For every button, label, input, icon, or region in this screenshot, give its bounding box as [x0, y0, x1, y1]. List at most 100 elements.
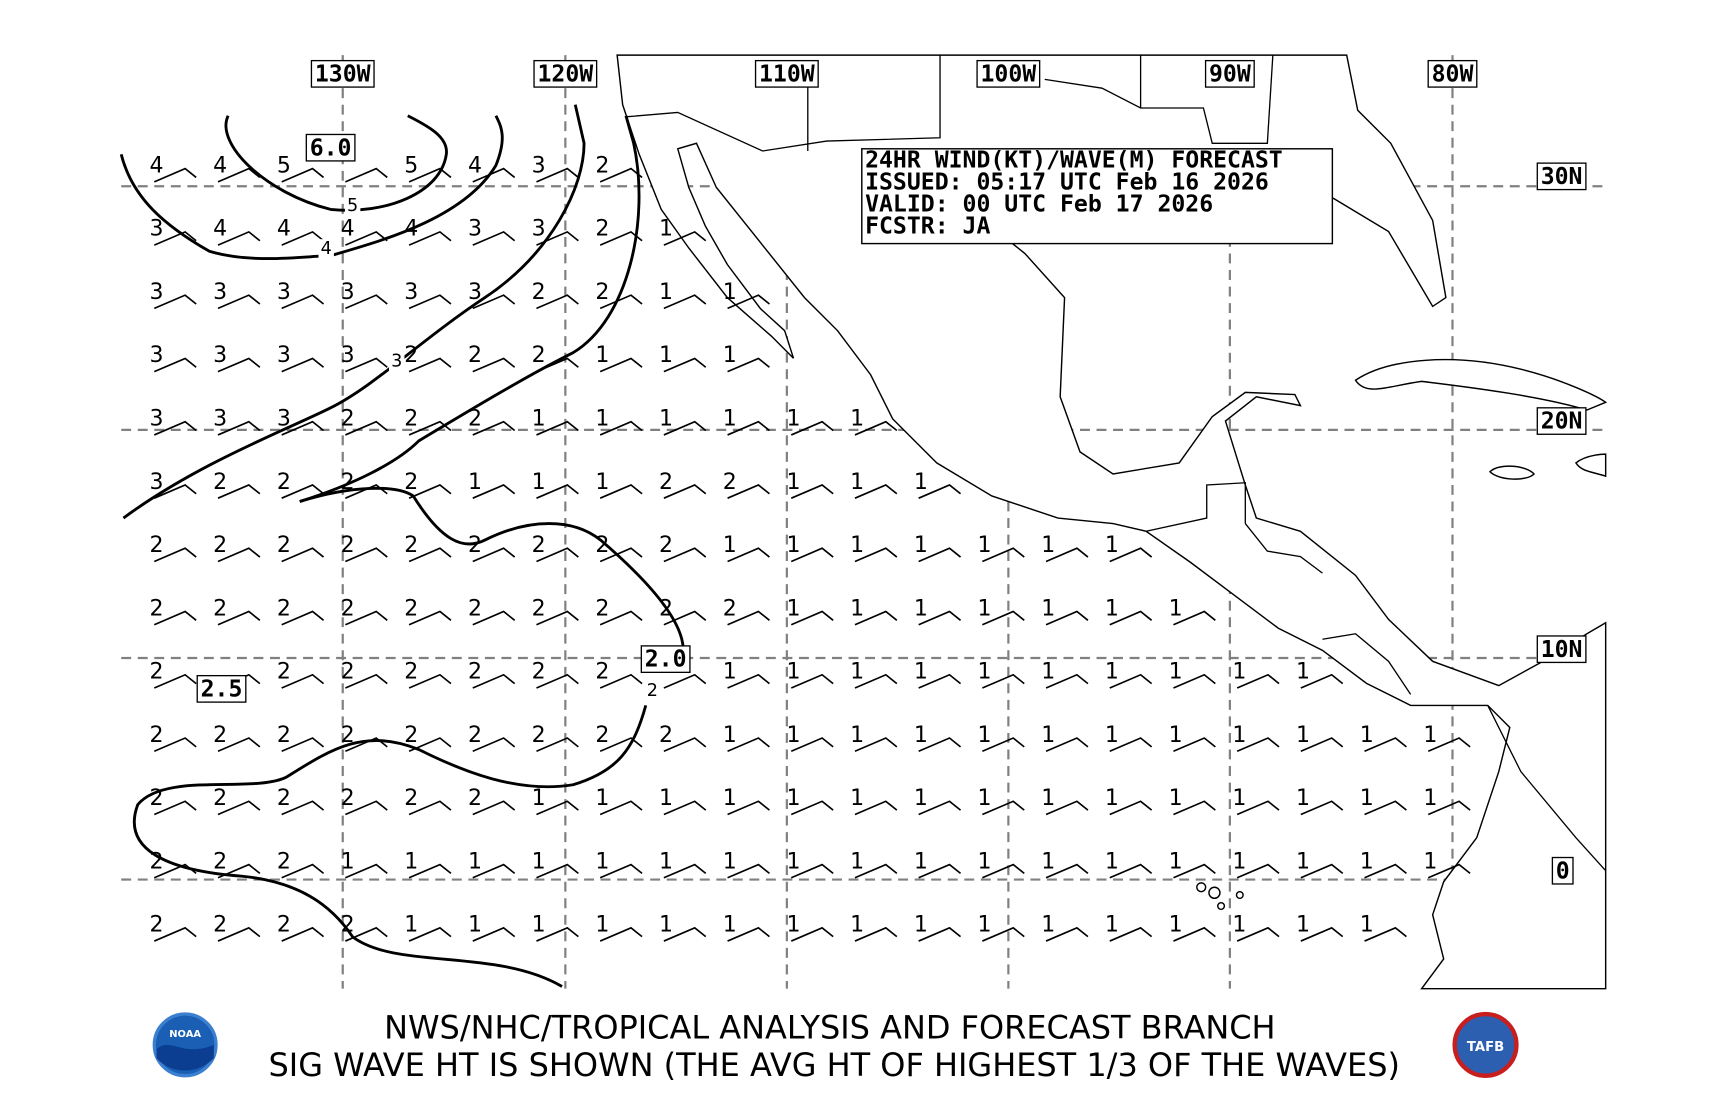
wind-barb [1364, 863, 1407, 879]
wave-height: 2 [468, 596, 482, 621]
wind-barb [982, 926, 1025, 942]
tafb-logo: TAFB [1452, 1011, 1519, 1078]
wind-barb [345, 673, 388, 689]
wave-height: 1 [1232, 849, 1246, 874]
wind-barb [281, 673, 325, 689]
wind-barb [153, 926, 197, 942]
wind-barb [1109, 610, 1153, 626]
wind-barb [854, 673, 898, 689]
wind-barb [790, 926, 834, 942]
wind-barb [536, 737, 579, 753]
wave-height: 2 [149, 849, 163, 874]
wind-barb [1109, 547, 1153, 563]
wind-barb [472, 547, 516, 563]
wind-barb [281, 926, 325, 942]
wind-barb [599, 167, 643, 183]
wave-height: 1 [532, 406, 546, 431]
wave-height: 2 [277, 786, 291, 811]
label-box [1551, 856, 1574, 885]
wave-height: 1 [1423, 723, 1437, 748]
wave-height: 3 [468, 280, 482, 305]
wind-barb [790, 800, 834, 816]
wave-height: 2 [659, 470, 673, 495]
wave-height: 2 [404, 343, 418, 368]
wind-barb [1109, 863, 1153, 879]
wave-height: 1 [914, 660, 928, 685]
wave-height: 1 [1041, 913, 1055, 938]
wave-height: 2 [468, 723, 482, 748]
wave-height: 1 [786, 786, 800, 811]
wave-height: 1 [1360, 786, 1374, 811]
wind-barb [217, 926, 261, 942]
wave-height: 2 [213, 596, 227, 621]
wave-height: 1 [1105, 913, 1119, 938]
wave-height: 1 [1041, 533, 1055, 558]
wind-barb [217, 420, 261, 436]
border [1244, 523, 1323, 574]
wave-height: 1 [1105, 786, 1119, 811]
wind-barb [1300, 737, 1344, 753]
wind-barb [727, 294, 770, 310]
wind-barb [408, 420, 452, 436]
wave-height: 2 [277, 596, 291, 621]
island [1208, 886, 1221, 900]
wave-height: 2 [723, 470, 737, 495]
wind-barb [790, 547, 834, 563]
wind-barb [536, 863, 579, 879]
wind-barb [918, 800, 962, 816]
wind-barb [599, 294, 643, 310]
island [1217, 901, 1226, 911]
wave-height: 3 [277, 280, 291, 305]
wind-barb [217, 547, 261, 563]
wave-height: 2 [532, 280, 546, 305]
wind-barb [408, 547, 452, 563]
wave-height: 1 [595, 470, 609, 495]
wind-barb [408, 800, 452, 816]
wind-barb [472, 610, 516, 626]
wind-barb [153, 357, 197, 373]
wind-barb [153, 294, 197, 310]
wave-height: 1 [786, 533, 800, 558]
wind-barb [345, 737, 388, 753]
wind-barb [854, 926, 898, 942]
wave-height: 1 [1296, 786, 1310, 811]
jamaica [1488, 465, 1536, 480]
wave-height: 1 [1232, 723, 1246, 748]
wind-barb [217, 863, 261, 879]
wave-height: 1 [978, 660, 992, 685]
contour-label: 2 [647, 681, 658, 701]
wave-height: 1 [659, 849, 673, 874]
wave-height: 1 [532, 470, 546, 495]
wave-height: 2 [404, 723, 418, 748]
wave-height: 2 [595, 153, 609, 178]
wave-height: 2 [341, 596, 355, 621]
wave-height: 1 [786, 470, 800, 495]
wave-height: 1 [850, 786, 864, 811]
wave-height: 1 [1041, 849, 1055, 874]
wave-height: 2 [404, 406, 418, 431]
wind-barb [599, 230, 643, 246]
wave-height: 2 [341, 470, 355, 495]
wave-height: 1 [723, 786, 737, 811]
wind-barb [599, 800, 643, 816]
wind-barb [982, 800, 1025, 816]
boxed-label: 6.0 [310, 135, 352, 161]
wave-height: 2 [213, 533, 227, 558]
wind-barb [854, 863, 898, 879]
hispaniola [1574, 453, 1607, 478]
boxed-label: 20N [1541, 409, 1583, 435]
wave-height: 1 [659, 343, 673, 368]
wind-barb [1173, 800, 1216, 816]
wave-height: 1 [659, 786, 673, 811]
logo-wave [156, 1044, 214, 1071]
wind-barb [153, 800, 197, 816]
wave-height: 2 [468, 786, 482, 811]
wave-contour [299, 115, 641, 503]
wind-barb [472, 294, 516, 310]
wind-barb [345, 484, 388, 499]
wave-height: 1 [1169, 786, 1183, 811]
border [1145, 482, 1246, 532]
wind-barb [790, 420, 834, 436]
wind-barb [599, 547, 643, 563]
wind-barb [536, 610, 579, 626]
